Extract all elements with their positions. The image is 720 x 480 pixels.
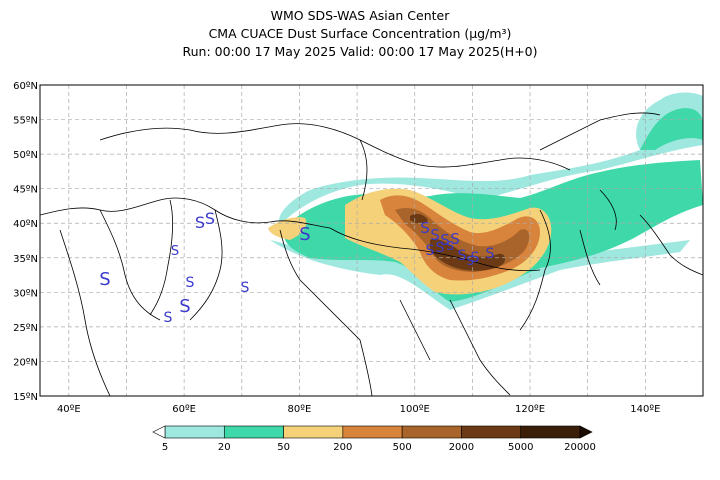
station-marker: S	[299, 224, 310, 245]
lon-label: 140ºE	[630, 404, 660, 415]
lat-label: 55ºN	[13, 116, 38, 127]
station-marker: S	[171, 244, 179, 259]
station-marker: S	[420, 219, 430, 237]
lat-label: 35ºN	[13, 254, 38, 265]
map-frame	[39, 84, 704, 397]
legend-color-bin	[223, 425, 284, 439]
station-marker: S	[205, 209, 215, 228]
lon-label: 120ºE	[515, 404, 545, 415]
legend-color-bin	[461, 425, 522, 439]
legend-color-bin	[164, 425, 225, 439]
legend-color-bin	[283, 425, 344, 439]
dust-field	[268, 92, 703, 310]
legend-tick-label: 50	[277, 442, 290, 453]
station-marker: S	[195, 213, 205, 232]
station-marker: S	[471, 250, 480, 266]
lat-label: 45ºN	[13, 185, 38, 196]
color-legend: 5 20 50 200 500 2000 5000 20000	[152, 425, 596, 453]
lat-label: 20ºN	[13, 357, 38, 368]
lat-label: 50ºN	[13, 150, 38, 161]
legend-color-bin	[520, 425, 581, 439]
lat-label: 40ºN	[13, 219, 38, 230]
station-marker: S	[179, 296, 190, 317]
lat-labels: 60ºN 55ºN 50ºN 45ºN 40ºN 35ºN 30ºN 25ºN 20ºN 15ºN	[13, 81, 38, 403]
station-marker: S	[426, 243, 435, 259]
station-marker: S	[241, 280, 250, 296]
lat-label: 25ºN	[13, 323, 38, 334]
legend-tick-label: 5	[162, 442, 168, 453]
lat-label: 30ºN	[13, 288, 38, 299]
station-marker: S	[430, 226, 440, 244]
legend-tick-label: 5000	[508, 442, 533, 453]
lat-label: 60ºN	[13, 81, 38, 92]
legend-tick-label: 500	[393, 442, 412, 453]
lon-label: 60ºE	[172, 404, 196, 415]
legend-color-bin	[401, 425, 462, 439]
legend-max-arrow	[579, 425, 593, 439]
station-marker: S	[458, 248, 467, 264]
legend-tick-label: 20000	[564, 442, 596, 453]
station-marker: S	[164, 310, 173, 326]
legend-tick-label: 200	[333, 442, 352, 453]
station-marker: S	[440, 231, 450, 249]
station-marker: S	[450, 230, 460, 248]
station-marker: S	[186, 275, 195, 291]
lon-labels: 40ºE 60ºE 80ºE 100ºE 120ºE 140ºE	[57, 404, 660, 415]
legend-min-arrow	[152, 425, 166, 439]
legend-tick-label: 2000	[449, 442, 474, 453]
station-marker: S	[99, 269, 110, 290]
station-marker: S	[486, 246, 495, 262]
lon-label: 80ºE	[288, 404, 312, 415]
station-marker: S	[446, 239, 454, 253]
country-borders	[40, 112, 703, 396]
grid-lines	[40, 85, 703, 396]
station-marker: S	[436, 240, 445, 256]
dust-level-2000-5000	[410, 213, 506, 271]
legend-tick-label: 20	[218, 442, 231, 453]
lon-label: 40ºE	[57, 404, 81, 415]
station-marker: S	[466, 254, 474, 268]
title-line-1: WMO SDS-WAS Asian Center	[270, 8, 450, 23]
lat-label: 15ºN	[13, 392, 38, 403]
lon-label: 100ºE	[400, 404, 430, 415]
title-line-2: CMA CUACE Dust Surface Concentration (μg…	[208, 26, 512, 41]
title-line-3: Run: 00:00 17 May 2025 Valid: 00:00 17 M…	[182, 44, 538, 59]
legend-color-bin	[342, 425, 403, 439]
